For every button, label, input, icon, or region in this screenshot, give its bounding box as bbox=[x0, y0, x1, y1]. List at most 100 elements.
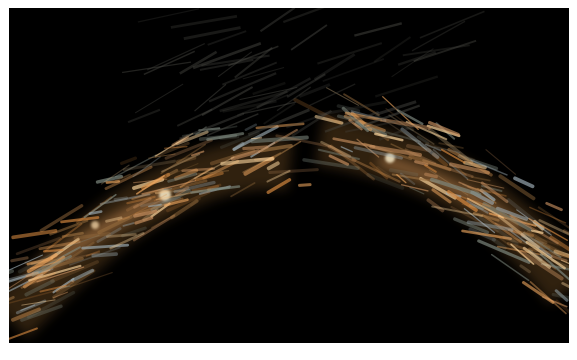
light-streak bbox=[298, 183, 312, 187]
light-streak bbox=[181, 167, 215, 172]
light-streak bbox=[81, 243, 130, 250]
faint-streak bbox=[192, 42, 262, 70]
light-streak bbox=[31, 254, 72, 277]
light-streak bbox=[516, 209, 552, 236]
faint-streak bbox=[137, 8, 200, 23]
light-streak bbox=[274, 141, 302, 158]
light-streak bbox=[250, 137, 263, 140]
faint-streak bbox=[317, 100, 387, 117]
light-streak bbox=[534, 239, 564, 256]
light-streak bbox=[545, 201, 563, 212]
light-streak bbox=[85, 250, 100, 257]
light-streak bbox=[354, 121, 388, 137]
light-streak bbox=[140, 196, 182, 208]
light-streak bbox=[336, 104, 361, 113]
light-streak bbox=[268, 168, 319, 175]
light-streak bbox=[400, 184, 429, 192]
light-streak bbox=[481, 214, 522, 243]
light-streak bbox=[537, 206, 569, 229]
light-streak bbox=[73, 232, 111, 240]
light-streak bbox=[348, 119, 363, 131]
light-streak bbox=[482, 202, 532, 232]
light-streak bbox=[491, 237, 507, 250]
light-streak bbox=[424, 143, 442, 152]
light-streak bbox=[61, 231, 84, 238]
light-streak bbox=[400, 127, 440, 159]
light-streak bbox=[106, 233, 137, 238]
light-streak bbox=[526, 230, 548, 245]
light-streak bbox=[351, 158, 401, 183]
light-streak bbox=[175, 185, 190, 197]
light-streak bbox=[428, 120, 460, 137]
light-streak bbox=[424, 172, 438, 179]
faint-streak bbox=[143, 50, 196, 76]
light-streak bbox=[154, 189, 186, 194]
streak-layer bbox=[9, 8, 569, 340]
light-streak bbox=[384, 120, 418, 143]
faint-streak bbox=[286, 112, 328, 129]
light-streak bbox=[414, 160, 429, 167]
light-streak bbox=[428, 127, 474, 164]
light-streak bbox=[39, 204, 84, 233]
light-streak bbox=[174, 168, 199, 181]
light-streak bbox=[431, 188, 452, 204]
light-streak bbox=[466, 179, 505, 189]
light-streak bbox=[549, 235, 569, 252]
faint-streak bbox=[252, 81, 286, 96]
light-streak bbox=[520, 233, 553, 259]
light-streak bbox=[480, 181, 509, 204]
light-streak bbox=[43, 248, 64, 253]
light-streak bbox=[399, 172, 416, 185]
light-streak bbox=[344, 111, 382, 122]
light-streak bbox=[562, 229, 569, 235]
light-streak bbox=[206, 132, 245, 141]
faint-streak bbox=[121, 61, 192, 74]
light-streak bbox=[343, 93, 380, 117]
light-streak bbox=[550, 258, 569, 269]
bright-spot bbox=[385, 153, 395, 163]
light-streak bbox=[95, 174, 124, 184]
light-streak bbox=[175, 155, 197, 164]
light-streak bbox=[531, 229, 544, 234]
light-streak bbox=[470, 159, 508, 176]
light-streak bbox=[198, 127, 221, 132]
light-streak bbox=[109, 232, 145, 250]
light-streak bbox=[191, 184, 220, 192]
bright-spot bbox=[159, 189, 171, 201]
light-streak bbox=[69, 246, 121, 266]
light-streak bbox=[15, 299, 47, 315]
light-streak bbox=[52, 277, 75, 294]
faint-streak bbox=[259, 8, 296, 33]
light-streak bbox=[447, 147, 493, 177]
faint-streak bbox=[313, 53, 356, 81]
light-streak bbox=[220, 156, 275, 166]
light-streak bbox=[52, 291, 68, 299]
faint-streak bbox=[127, 108, 161, 124]
light-streak bbox=[416, 135, 430, 145]
faint-streak bbox=[298, 83, 331, 98]
light-streak bbox=[39, 284, 67, 293]
light-streak bbox=[260, 143, 293, 153]
light-streak bbox=[509, 214, 559, 245]
light-streak bbox=[340, 146, 353, 153]
light-streak bbox=[538, 219, 569, 236]
light-streak bbox=[353, 146, 403, 160]
light-streak bbox=[366, 172, 405, 190]
light-streak bbox=[513, 176, 535, 189]
light-streak bbox=[522, 246, 551, 269]
light-streak bbox=[153, 193, 168, 202]
light-streak bbox=[164, 138, 213, 160]
light-streak bbox=[490, 253, 530, 282]
light-streak bbox=[485, 149, 517, 175]
faint-streak bbox=[222, 61, 278, 86]
light-streak bbox=[88, 210, 103, 216]
light-streak bbox=[120, 156, 138, 166]
light-streak bbox=[388, 168, 419, 177]
light-streak bbox=[561, 281, 569, 289]
light-streak bbox=[521, 235, 544, 245]
light-streak bbox=[105, 180, 121, 184]
faint-streak bbox=[183, 26, 241, 41]
light-streak bbox=[97, 215, 133, 235]
faint-streak bbox=[228, 45, 279, 67]
